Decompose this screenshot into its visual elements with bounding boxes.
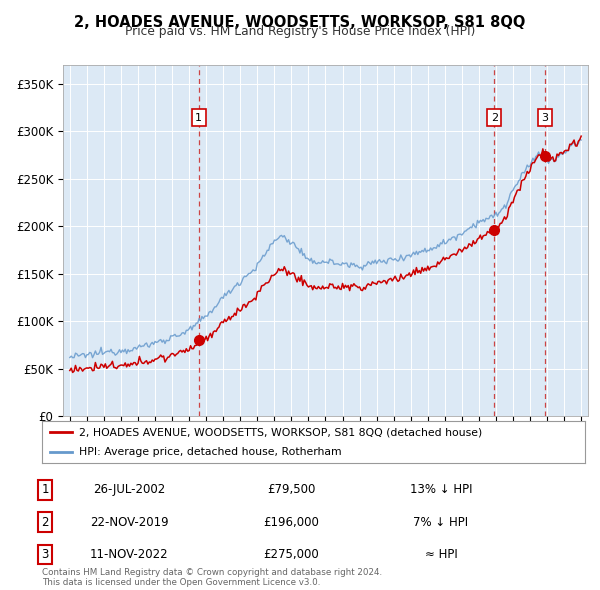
Text: 2, HOADES AVENUE, WOODSETTS, WORKSOP, S81 8QQ: 2, HOADES AVENUE, WOODSETTS, WORKSOP, S8… xyxy=(74,15,526,30)
Text: 2: 2 xyxy=(41,516,49,529)
Text: 13% ↓ HPI: 13% ↓ HPI xyxy=(410,483,472,496)
Text: 1: 1 xyxy=(41,483,49,496)
Text: 3: 3 xyxy=(41,548,49,561)
Text: 3: 3 xyxy=(541,113,548,123)
Text: 11-NOV-2022: 11-NOV-2022 xyxy=(89,548,169,561)
Text: 1: 1 xyxy=(195,113,202,123)
Text: 22-NOV-2019: 22-NOV-2019 xyxy=(89,516,169,529)
Text: Price paid vs. HM Land Registry's House Price Index (HPI): Price paid vs. HM Land Registry's House … xyxy=(125,25,475,38)
Text: HPI: Average price, detached house, Rotherham: HPI: Average price, detached house, Roth… xyxy=(79,447,341,457)
Text: ≈ HPI: ≈ HPI xyxy=(425,548,457,561)
Text: 2, HOADES AVENUE, WOODSETTS, WORKSOP, S81 8QQ (detached house): 2, HOADES AVENUE, WOODSETTS, WORKSOP, S8… xyxy=(79,427,482,437)
Text: £79,500: £79,500 xyxy=(267,483,315,496)
Text: £196,000: £196,000 xyxy=(263,516,319,529)
Text: 26-JUL-2002: 26-JUL-2002 xyxy=(93,483,165,496)
Text: Contains HM Land Registry data © Crown copyright and database right 2024.
This d: Contains HM Land Registry data © Crown c… xyxy=(42,568,382,587)
Text: £275,000: £275,000 xyxy=(263,548,319,561)
Text: 2: 2 xyxy=(491,113,498,123)
Text: 7% ↓ HPI: 7% ↓ HPI xyxy=(413,516,469,529)
